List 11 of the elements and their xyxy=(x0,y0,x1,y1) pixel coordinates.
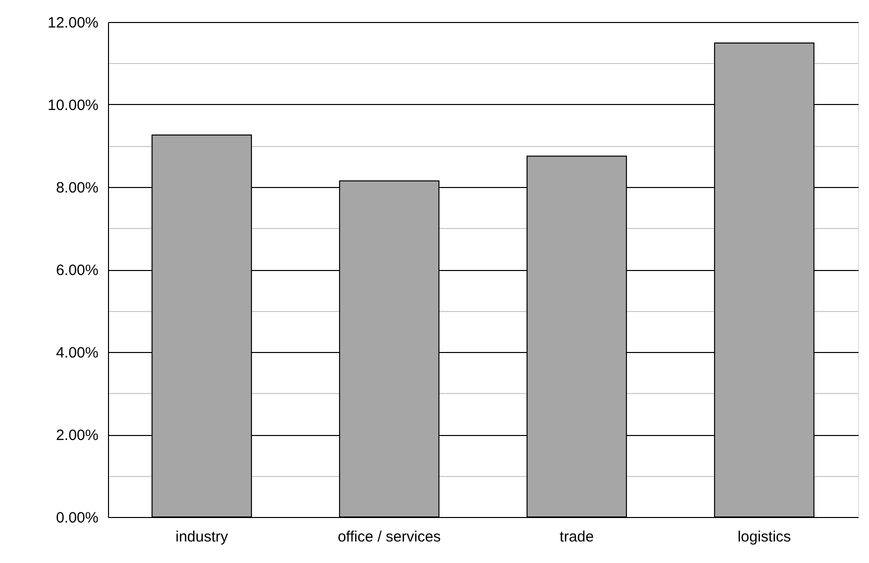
y-tick-label: 8.00% xyxy=(56,180,98,196)
y-tick-label: 2.00% xyxy=(56,427,98,444)
x-tick-label: logistics xyxy=(738,528,791,546)
x-tick-label: industry xyxy=(175,528,229,546)
x-tick-label: office / services xyxy=(338,528,441,546)
y-tick-label: 4.00% xyxy=(56,344,98,362)
y-tick-label: 12.00% xyxy=(48,14,98,32)
y-tick-label: 6.00% xyxy=(56,262,98,279)
y-tick-label: 10.00% xyxy=(48,97,98,114)
x-tick-label: trade xyxy=(560,528,594,546)
y-tick-label: 0.00% xyxy=(56,510,98,526)
